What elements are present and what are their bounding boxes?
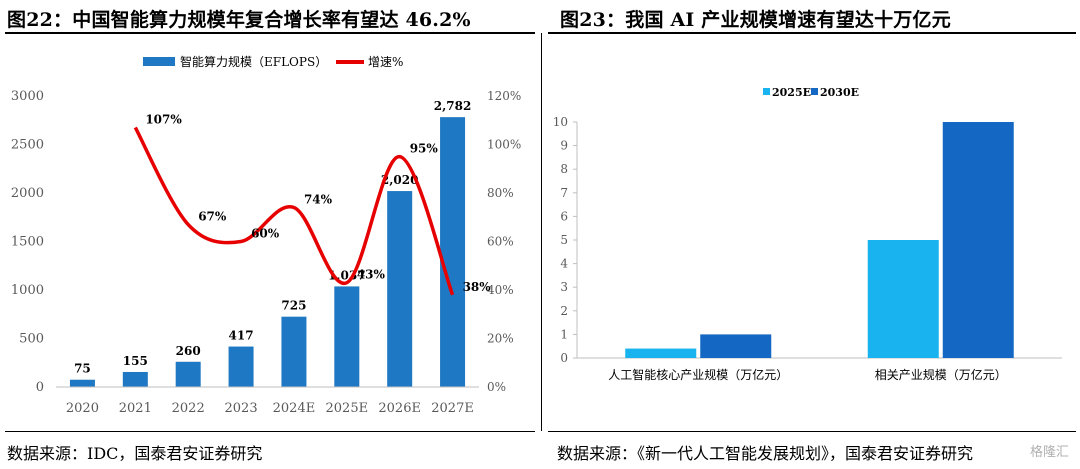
legend-swatch-2025E xyxy=(763,88,770,95)
left-bottom-rule xyxy=(5,431,535,432)
bar-2026E xyxy=(387,191,413,387)
right-axis-tick: 80% xyxy=(487,186,514,200)
bar-value-label: 725 xyxy=(281,299,306,313)
x-tick-label: 2023 xyxy=(225,401,258,416)
right-axis-tick: 40% xyxy=(487,283,514,297)
left-source-note: 数据来源：IDC，国泰君安证券研究 xyxy=(7,444,263,463)
bar-2030E-1 xyxy=(942,122,1014,358)
left-axis-tick: 2000 xyxy=(11,186,44,201)
bar-value-label: 75 xyxy=(74,362,91,376)
x-tick-label: 2025E xyxy=(326,401,369,416)
y-tick-label: 8 xyxy=(560,162,568,176)
right-figure-title: 图23：我国 AI 产业规模增速有望达十万亿元 xyxy=(560,9,951,31)
left-figure-title: 图22：中国智能算力规模年复合增长率有望达 46.2% xyxy=(7,9,471,31)
right-axis-tick: 100% xyxy=(487,138,521,152)
bar-2025E xyxy=(334,286,360,387)
left-axis-tick: 0 xyxy=(36,380,44,395)
bar-value-label: 2,782 xyxy=(434,99,472,113)
bar-2027E xyxy=(440,117,466,388)
left-axis-tick: 1500 xyxy=(11,235,44,250)
bar-2020 xyxy=(69,379,95,387)
growth-rate-label: 74% xyxy=(304,193,333,207)
legend-bar-label: 智能算力规模（EFLOPS） xyxy=(180,54,327,69)
bar-2025E-1 xyxy=(867,240,939,358)
watermark: 格隆汇 xyxy=(1030,445,1070,460)
x-tick-label: 2024E xyxy=(273,401,316,416)
legend-label-2030E: 2030E xyxy=(820,86,859,99)
bar-value-label: 155 xyxy=(123,354,148,368)
right-bar-chart: 2025E 2030E 0 1 2 3 4 5 6 7 8 9 10 人工智能核心产业规模（万亿元） 相关产… xyxy=(553,86,1062,382)
growth-rate-label: 43% xyxy=(357,268,386,282)
bar-value-label: 417 xyxy=(229,329,254,343)
bar-2024E xyxy=(281,316,307,387)
growth-rate-label: 60% xyxy=(251,227,280,241)
left-legend: 智能算力规模（EFLOPS） 增速% xyxy=(143,54,403,69)
y-tick-label: 6 xyxy=(560,209,568,223)
bar-2023 xyxy=(228,346,254,387)
growth-rate-label: 107% xyxy=(145,113,182,127)
y-tick-label: 5 xyxy=(560,233,568,247)
left-top-rule xyxy=(5,32,535,34)
left-axis-tick: 1000 xyxy=(11,283,44,298)
y-tick-label: 2 xyxy=(560,304,568,318)
y-tick-label: 9 xyxy=(560,139,568,153)
growth-rate-label: 95% xyxy=(410,142,439,156)
legend-swatch-2030E xyxy=(811,88,818,95)
growth-rate-label: 38% xyxy=(463,280,492,294)
left-axis-tick: 500 xyxy=(19,332,44,347)
bar-2021 xyxy=(122,371,148,387)
right-top-rule xyxy=(548,32,1076,34)
y-tick-label: 4 xyxy=(560,257,568,271)
x-category-label: 人工智能核心产业规模（万亿元） xyxy=(608,367,788,382)
right-bottom-rule xyxy=(548,431,1076,432)
bar-value-label: 2,020 xyxy=(381,173,419,187)
y-tick-label: 7 xyxy=(560,186,568,200)
left-axis-tick: 3000 xyxy=(11,89,44,104)
right-source-note: 数据来源：《新一代人工智能发展规划》，国泰君安证券研究 xyxy=(557,444,974,463)
y-tick-label: 1 xyxy=(560,327,568,341)
bar-2022 xyxy=(175,361,201,387)
figure-separator xyxy=(541,33,542,431)
y-tick-label: 0 xyxy=(560,351,568,365)
y-tick-label: 10 xyxy=(553,115,568,129)
legend-label-2025E: 2025E xyxy=(772,86,811,99)
right-axis-tick: 20% xyxy=(487,332,514,346)
bar-2025E-0 xyxy=(625,348,697,358)
legend-bar-swatch xyxy=(143,57,175,66)
legend-line-label: 增速% xyxy=(368,55,403,69)
growth-rate-label: 67% xyxy=(198,210,227,224)
left-axis-tick: 2500 xyxy=(11,138,44,153)
x-tick-label: 2020 xyxy=(66,401,99,416)
right-axis-tick: 120% xyxy=(487,89,521,103)
right-axis-tick: 60% xyxy=(487,235,514,249)
y-tick-label: 3 xyxy=(560,280,568,294)
left-combo-chart: 智能算力规模（EFLOPS） 增速% 0 500 1000 1500 2000 2500 300… xyxy=(11,54,521,416)
right-legend: 2025E 2030E xyxy=(763,86,859,99)
x-category-label: 相关产业规模（万亿元） xyxy=(875,367,1007,382)
growth-rate-line xyxy=(133,126,455,296)
x-tick-label: 2026E xyxy=(378,401,421,416)
bar-value-label: 260 xyxy=(176,344,201,358)
x-tick-label: 2022 xyxy=(172,401,205,416)
right-axis-tick: 0% xyxy=(487,380,506,394)
x-tick-label: 2027E xyxy=(431,401,474,416)
bar-2030E-0 xyxy=(700,334,772,358)
x-tick-label: 2021 xyxy=(119,401,152,416)
